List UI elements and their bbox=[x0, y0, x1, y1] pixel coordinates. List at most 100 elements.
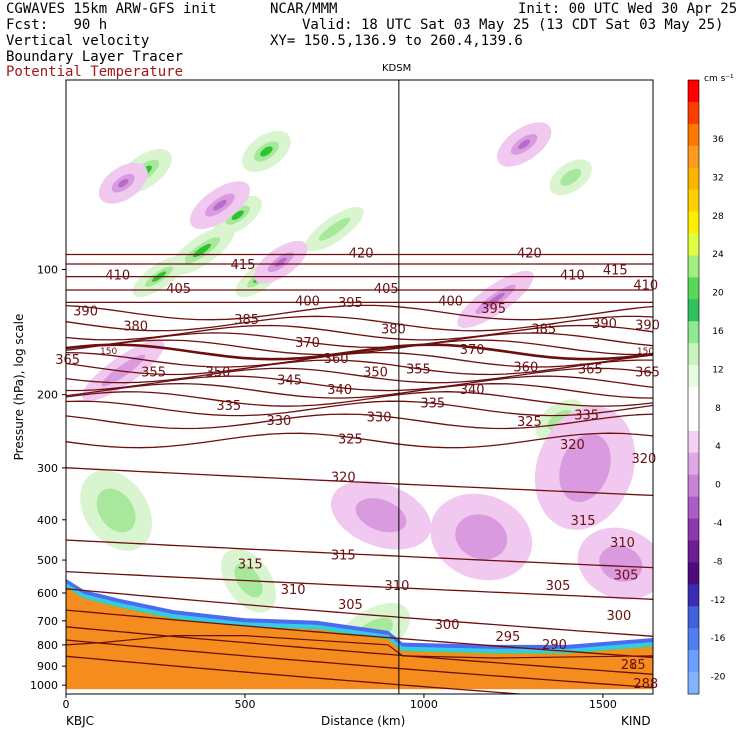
y-tick-label: 600 bbox=[37, 587, 58, 600]
colorbar-swatch bbox=[688, 255, 699, 278]
theta-labels: 410 415 420 420 405 405 410 415 410 390 400 395 400 3… bbox=[55, 246, 660, 692]
downdraft-core bbox=[599, 545, 643, 582]
colorbar-label: 28 bbox=[712, 212, 724, 222]
theta-contour-340 bbox=[66, 391, 653, 407]
plot-frame bbox=[65, 79, 654, 695]
theta-label: 390 bbox=[635, 318, 660, 333]
theta-contour-320 bbox=[66, 467, 653, 497]
theta-contour-390 bbox=[66, 315, 653, 332]
theta-label: 400 bbox=[438, 294, 463, 309]
theta-label: 395 bbox=[481, 302, 506, 317]
colorbar-frame bbox=[687, 79, 700, 695]
theta-label: 295 bbox=[496, 630, 521, 645]
theta-contour-360 bbox=[66, 359, 653, 376]
colorbar-label: -12 bbox=[711, 596, 726, 606]
y-tick-label: 300 bbox=[37, 462, 58, 475]
colorbar-label: 16 bbox=[712, 327, 724, 337]
xy-coords: XY= 150.5,136.9 to 260.4,139.6 bbox=[270, 33, 523, 49]
theta-contour-290 bbox=[66, 639, 653, 689]
colorbar-swatch bbox=[688, 343, 699, 366]
y-tick-label: 800 bbox=[37, 639, 58, 652]
downdraft-peak bbox=[118, 178, 129, 188]
downdraft-peak bbox=[518, 139, 531, 150]
theta-contour-315 bbox=[66, 539, 653, 569]
colorbar-label: -16 bbox=[711, 634, 726, 644]
theta-label: 415 bbox=[231, 258, 256, 273]
x-axis-label: Distance (km) bbox=[321, 714, 406, 728]
theta-label: 370 bbox=[295, 336, 320, 351]
colorbar-label: 24 bbox=[712, 250, 724, 260]
theta-label: 380 bbox=[381, 322, 406, 337]
theta-contour-335 bbox=[66, 400, 653, 417]
theta-label: 405 bbox=[374, 282, 399, 297]
theta-label: 288 bbox=[633, 677, 658, 692]
updraft-core bbox=[560, 168, 582, 186]
theta-contour-350 bbox=[66, 375, 653, 392]
theta-label: 410 bbox=[633, 279, 658, 294]
theta-contour-395 bbox=[66, 304, 653, 321]
theta-label: 355 bbox=[406, 363, 431, 378]
forecast-hour: Fcst: 90 h bbox=[6, 18, 107, 33]
theta-contour-355 bbox=[66, 367, 653, 384]
updraft-peak bbox=[192, 243, 212, 258]
theta-contour-305 bbox=[66, 588, 653, 637]
colorbar-label: 20 bbox=[712, 289, 724, 299]
colorbar-swatch bbox=[688, 233, 699, 256]
colorbar-swatch bbox=[688, 628, 699, 651]
theta-label: 410 bbox=[105, 269, 130, 284]
org-label: NCAR/MMM bbox=[270, 1, 338, 17]
field-vertical-velocity: Vertical velocity bbox=[6, 33, 150, 49]
colorbar-label: 4 bbox=[715, 442, 721, 452]
theta-label: 385 bbox=[531, 322, 556, 337]
x-tick-label: 1500 bbox=[589, 698, 617, 711]
theta-contour-285 bbox=[66, 655, 529, 694]
theta-label: 315 bbox=[238, 557, 263, 572]
theta-label: 400 bbox=[295, 294, 320, 309]
downdraft-core bbox=[101, 354, 146, 387]
below-ground bbox=[66, 689, 653, 694]
theta-label: 285 bbox=[621, 658, 646, 673]
colorbar: 36 32 28 24 20 16 12 8 4 0 -4 -8 -12 -16 -20 bbox=[687, 79, 726, 695]
colorbar-label: -20 bbox=[711, 673, 726, 683]
theta-label: 365 bbox=[55, 353, 80, 368]
theta-label: 350 bbox=[206, 366, 231, 381]
y-tick-label: 400 bbox=[37, 514, 58, 527]
colorbar-swatch bbox=[688, 321, 699, 344]
y-tick-label: 1000 bbox=[30, 679, 58, 692]
x-tick-label: 0 bbox=[63, 698, 70, 711]
x-tick-label: 500 bbox=[234, 698, 255, 711]
downdraft-core bbox=[559, 433, 611, 502]
theta-label: 330 bbox=[367, 410, 392, 425]
marker-label: 150 bbox=[100, 347, 117, 357]
theta-contour-370 bbox=[66, 343, 653, 361]
field-boundary-layer-tracer: Boundary Layer Tracer bbox=[6, 49, 184, 65]
theta-label: 325 bbox=[338, 433, 363, 448]
colorbar-label: 12 bbox=[712, 365, 723, 375]
colorbar-swatch bbox=[688, 672, 699, 695]
init-time: Init: 00 UTC Wed 30 Apr 25 bbox=[518, 1, 738, 17]
theta-label: 290 bbox=[542, 638, 567, 653]
y-axis-label: Pressure (hPa), log scale bbox=[12, 313, 26, 461]
x-tick-label: 1000 bbox=[410, 698, 438, 711]
y-tick-label: 100 bbox=[37, 264, 58, 277]
colorbar-swatch bbox=[688, 80, 699, 103]
fcst-value: 90 h bbox=[73, 17, 108, 33]
theta-label: 315 bbox=[571, 514, 596, 529]
theta-label: 305 bbox=[546, 579, 571, 594]
theta-label: 345 bbox=[277, 374, 302, 389]
theta-label: 415 bbox=[603, 263, 628, 278]
theta-label: 365 bbox=[578, 363, 603, 378]
theta-label: 320 bbox=[560, 438, 585, 453]
colorbar-swatch bbox=[688, 189, 699, 213]
colorbar-swatch bbox=[688, 650, 699, 673]
field-potential-temperature: Potential Temperature bbox=[6, 64, 184, 80]
theta-label: 325 bbox=[517, 415, 542, 430]
theta-label: 315 bbox=[331, 548, 356, 563]
updraft-peak bbox=[260, 146, 273, 157]
colorbar-label: -8 bbox=[714, 557, 723, 567]
x-start-label: KBJC bbox=[66, 714, 95, 728]
x-end-label: KIND bbox=[621, 714, 651, 728]
colorbar-swatch bbox=[688, 145, 699, 169]
theta-label: 390 bbox=[73, 305, 98, 320]
